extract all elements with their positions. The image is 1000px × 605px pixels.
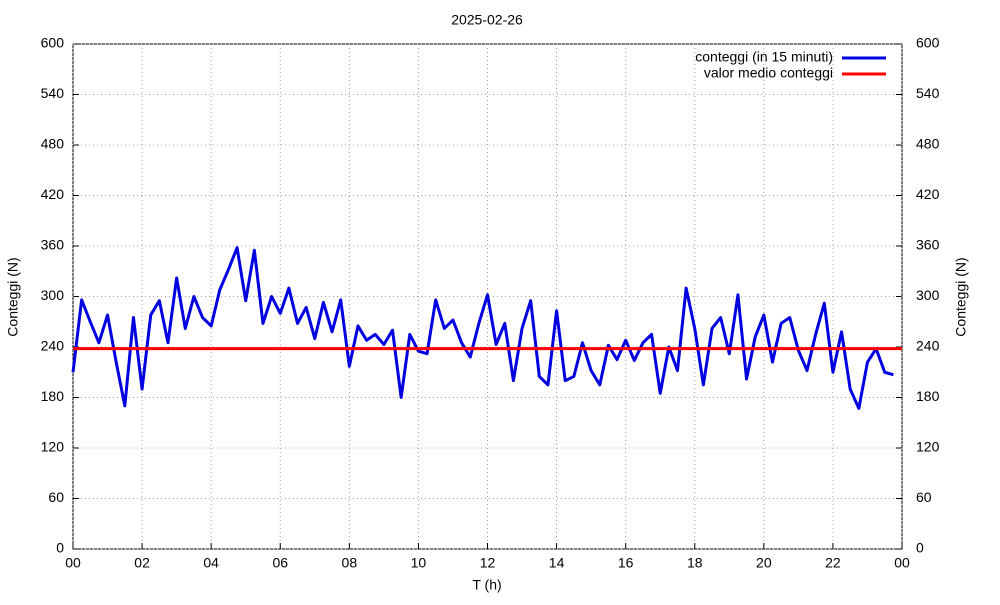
x-tick-label: 14 bbox=[549, 555, 565, 571]
x-tick-label: 08 bbox=[342, 555, 358, 571]
y2-tick-label: 420 bbox=[916, 186, 940, 202]
legend-label: conteggi (in 15 minuti) bbox=[695, 49, 833, 65]
x-tick-label: 00 bbox=[65, 555, 81, 571]
x-tick-label: 10 bbox=[411, 555, 427, 571]
x-tick-label: 02 bbox=[134, 555, 150, 571]
x-tick-label: 18 bbox=[687, 555, 703, 571]
y-tick-label: 600 bbox=[41, 35, 65, 51]
y2-tick-label: 600 bbox=[916, 35, 940, 51]
x-axis-label: T (h) bbox=[472, 577, 501, 593]
legend-label: valor medio conteggi bbox=[704, 65, 833, 81]
y2-tick-label: 360 bbox=[916, 237, 940, 253]
y2-tick-label: 540 bbox=[916, 85, 940, 101]
x-tick-label: 04 bbox=[203, 555, 219, 571]
y-tick-label: 420 bbox=[41, 186, 65, 202]
y2-axis-label: Conteggi (N) bbox=[953, 257, 969, 336]
y-tick-label: 360 bbox=[41, 237, 65, 253]
series-line bbox=[71, 246, 894, 410]
y-tick-label: 540 bbox=[41, 85, 65, 101]
y2-tick-label: 60 bbox=[916, 489, 932, 505]
y-tick-label: 300 bbox=[41, 287, 65, 303]
x-tick-label: 16 bbox=[618, 555, 634, 571]
y-tick-label: 240 bbox=[41, 338, 65, 354]
x-tick-label: 22 bbox=[825, 555, 841, 571]
x-tick-label: 12 bbox=[480, 555, 496, 571]
y-tick-label: 480 bbox=[41, 136, 65, 152]
y2-tick-label: 180 bbox=[916, 388, 940, 404]
y2-tick-label: 120 bbox=[916, 439, 940, 455]
chart-title: 2025-02-26 bbox=[451, 12, 523, 28]
y-tick-label: 0 bbox=[56, 540, 64, 556]
y2-tick-label: 240 bbox=[916, 338, 940, 354]
y2-tick-label: 480 bbox=[916, 136, 940, 152]
y-tick-label: 180 bbox=[41, 388, 65, 404]
y-tick-label: 60 bbox=[48, 489, 64, 505]
y2-tick-label: 0 bbox=[916, 540, 924, 556]
x-tick-label: 20 bbox=[756, 555, 772, 571]
y2-tick-label: 300 bbox=[916, 287, 940, 303]
x-tick-label: 00 bbox=[894, 555, 910, 571]
y-tick-label: 120 bbox=[41, 439, 65, 455]
x-tick-label: 06 bbox=[272, 555, 288, 571]
y-axis-label: Conteggi (N) bbox=[5, 257, 21, 336]
